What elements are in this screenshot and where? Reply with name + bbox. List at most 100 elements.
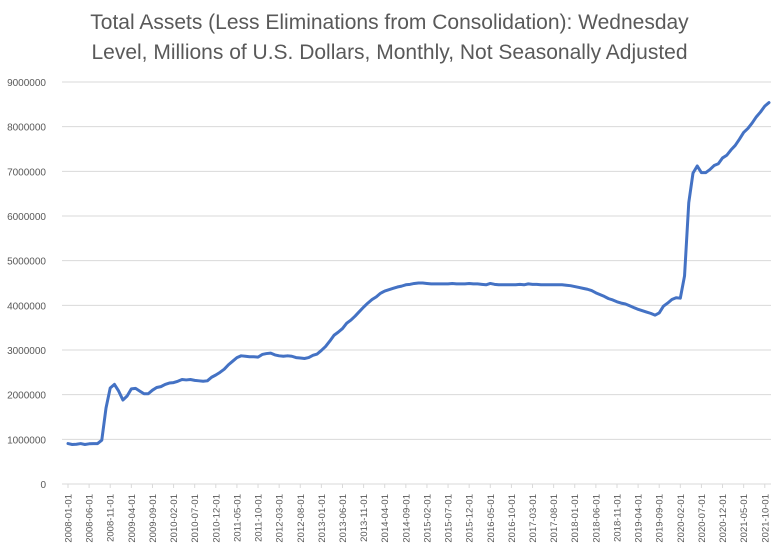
data-point xyxy=(164,383,167,386)
data-point xyxy=(670,298,673,301)
x-tick-label: 2015-02-01 xyxy=(422,494,433,543)
data-point xyxy=(561,283,564,286)
x-tick-label: 2008-06-01 xyxy=(85,494,96,543)
y-tick-label: 4000000 xyxy=(7,301,46,312)
x-tick-label: 2015-12-01 xyxy=(465,494,476,543)
data-point xyxy=(261,353,264,356)
data-point xyxy=(67,442,70,445)
data-point xyxy=(223,368,226,371)
data-point xyxy=(523,283,526,286)
data-point xyxy=(214,374,217,377)
data-point xyxy=(337,331,340,334)
data-point xyxy=(362,306,365,309)
data-point xyxy=(341,327,344,330)
y-tick-label: 0 xyxy=(40,480,46,491)
data-point xyxy=(691,172,694,175)
data-point xyxy=(227,363,230,366)
x-tick-label: 2012-08-01 xyxy=(296,494,307,543)
data-point xyxy=(252,355,255,358)
y-tick-label: 1000000 xyxy=(7,435,46,446)
x-tick-label: 2017-03-01 xyxy=(528,494,539,543)
data-point xyxy=(130,387,133,390)
data-point xyxy=(704,171,707,174)
x-tick-label: 2018-06-01 xyxy=(591,494,602,543)
x-tick-label: 2016-10-01 xyxy=(507,494,518,543)
data-point xyxy=(763,105,766,108)
data-point xyxy=(265,352,268,355)
x-tick-label: 2011-05-01 xyxy=(232,494,243,542)
x-tick-label: 2019-09-01 xyxy=(655,494,666,543)
data-point xyxy=(755,115,758,118)
chart-title-line1: Total Assets (Less Eliminations from Con… xyxy=(90,11,689,34)
data-point xyxy=(666,302,669,305)
data-point xyxy=(105,407,108,410)
data-point xyxy=(535,283,538,286)
data-point xyxy=(413,282,416,285)
data-point xyxy=(83,443,86,446)
chart-title-line2: Level, Millions of U.S. Dollars, Monthly… xyxy=(91,41,688,64)
data-point xyxy=(645,311,648,314)
data-point xyxy=(679,297,682,300)
data-point xyxy=(290,355,293,358)
gridlines xyxy=(62,81,771,440)
x-tick-label: 2021-10-01 xyxy=(760,494,771,543)
data-point xyxy=(147,392,150,395)
data-point xyxy=(594,291,597,294)
data-point xyxy=(244,355,247,358)
x-axis-tick-labels: 2008-01-01 2008-06-01 2008-11-01 2009-04-01… xyxy=(64,494,772,543)
data-point xyxy=(599,293,602,296)
data-point xyxy=(683,274,686,277)
data-point xyxy=(231,360,234,363)
data-point xyxy=(603,295,606,298)
data-point xyxy=(307,356,310,359)
data-point xyxy=(371,298,374,301)
data-point xyxy=(632,306,635,309)
data-point xyxy=(628,304,631,307)
data-point xyxy=(497,283,500,286)
data-point xyxy=(451,282,454,285)
data-point xyxy=(248,355,251,358)
data-point xyxy=(349,319,352,322)
data-point xyxy=(269,352,272,355)
data-point xyxy=(358,310,361,313)
data-point xyxy=(396,286,399,289)
data-point xyxy=(548,283,551,286)
data-point xyxy=(738,138,741,141)
data-point xyxy=(653,314,656,317)
data-point xyxy=(299,357,302,360)
data-point xyxy=(565,284,568,287)
data-point xyxy=(92,442,95,445)
data-point xyxy=(366,302,369,305)
data-point xyxy=(510,283,513,286)
data-point xyxy=(615,300,618,303)
data-point xyxy=(168,382,171,385)
data-point xyxy=(421,282,424,285)
data-point xyxy=(472,282,475,285)
x-tick-label: 2018-11-01 xyxy=(612,494,623,542)
data-point xyxy=(387,288,390,291)
data-point xyxy=(193,379,196,382)
x-tick-label: 2009-09-01 xyxy=(148,494,159,543)
data-point xyxy=(620,302,623,305)
data-point xyxy=(282,355,285,358)
x-tick-label: 2010-12-01 xyxy=(211,494,222,543)
data-point xyxy=(713,164,716,167)
data-point xyxy=(717,162,720,165)
x-tick-label: 2018-01-01 xyxy=(570,494,581,543)
x-tick-label: 2014-09-01 xyxy=(401,494,412,543)
data-point xyxy=(113,383,116,386)
x-tick-label: 2015-07-01 xyxy=(444,494,455,543)
x-tick-label: 2013-06-01 xyxy=(338,494,349,543)
data-point xyxy=(100,439,103,442)
data-point xyxy=(768,101,771,104)
data-point xyxy=(303,357,306,360)
data-point xyxy=(400,285,403,288)
data-point xyxy=(539,283,542,286)
data-point xyxy=(202,380,205,383)
x-tick-label: 2020-12-01 xyxy=(718,494,729,543)
data-point xyxy=(485,283,488,286)
data-point xyxy=(197,379,200,382)
chart-title: Total Assets (Less Eliminations from Con… xyxy=(0,8,779,68)
data-point xyxy=(404,283,407,286)
